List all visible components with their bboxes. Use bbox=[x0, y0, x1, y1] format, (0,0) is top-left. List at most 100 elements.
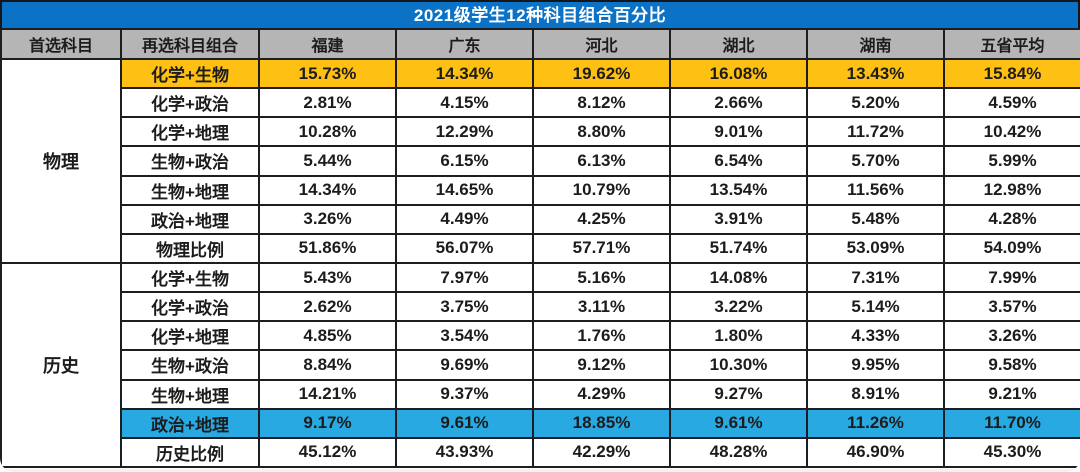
percentage-value-cell: 9.01% bbox=[669, 116, 808, 148]
percentage-value-cell: 3.26% bbox=[943, 320, 1080, 352]
header-first-subject: 首选科目 bbox=[0, 28, 122, 60]
percentage-value-cell: 11.70% bbox=[943, 407, 1080, 439]
percentage-value-cell: 48.28% bbox=[669, 436, 808, 469]
table-row: 化学+政治 2.81% 4.15% 8.12% 2.66% 5.20% 4.59% bbox=[1, 87, 1080, 119]
table-row: 生物+政治 5.44% 6.15% 6.13% 6.54% 5.70% 5.99% bbox=[1, 145, 1080, 177]
percentage-value-cell: 3.75% bbox=[395, 291, 534, 323]
header-row: 首选科目 再选科目组合 福建 广东 河北 湖北 湖南 五省平均 bbox=[0, 28, 1080, 60]
table-body: 物理 化学+生物 15.73% 14.34% 19.62% 16.08% 13.43% 15.… bbox=[0, 57, 1080, 469]
table-row: 生物+地理 14.21% 9.37% 4.29% 9.27% 8.91% 9.21% bbox=[1, 378, 1080, 410]
table-row: 化学+地理 4.85% 3.54% 1.76% 1.80% 4.33% 3.26% bbox=[1, 320, 1080, 352]
percentage-value-cell: 6.54% bbox=[669, 145, 808, 177]
table-row: 历史比例 45.12% 43.93% 42.29% 48.28% 46.90% 45.30% bbox=[1, 436, 1080, 469]
percentage-value-cell: 5.16% bbox=[532, 261, 671, 294]
combo-label-cell: 政治+地理 bbox=[120, 203, 260, 235]
table-row: 政治+地理 9.17% 9.61% 18.85% 9.61% 11.26% 11.70% bbox=[1, 407, 1080, 439]
percentage-value-cell: 15.84% bbox=[943, 57, 1080, 90]
percentage-value-cell: 9.37% bbox=[395, 378, 534, 410]
percentage-value-cell: 12.98% bbox=[943, 174, 1080, 206]
percentage-value-cell: 9.12% bbox=[532, 349, 671, 381]
subject-combination-table: 首选科目 再选科目组合 福建 广东 河北 湖北 湖南 五省平均 物理 化学+生物 1… bbox=[0, 28, 1080, 469]
percentage-value-cell: 2.66% bbox=[669, 87, 808, 119]
percentage-value-cell: 14.34% bbox=[258, 174, 397, 206]
percentage-value-cell: 11.72% bbox=[806, 116, 945, 148]
percentage-value-cell: 3.54% bbox=[395, 320, 534, 352]
table-row: 历史 化学+生物 5.43% 7.97% 5.16% 14.08% 7.31% 7.99% bbox=[0, 261, 1080, 469]
percentage-value-cell: 4.59% bbox=[943, 87, 1080, 119]
bottom-edge bbox=[0, 469, 1080, 472]
percentage-value-cell: 4.49% bbox=[395, 203, 534, 235]
percentage-value-cell: 45.30% bbox=[943, 436, 1080, 469]
percentage-value-cell: 5.70% bbox=[806, 145, 945, 177]
percentage-value-cell: 1.80% bbox=[669, 320, 808, 352]
percentage-value-cell: 42.29% bbox=[532, 436, 671, 469]
table-row: 化学+政治 2.62% 3.75% 3.11% 3.22% 5.14% 3.57% bbox=[1, 291, 1080, 323]
percentage-value-cell: 14.21% bbox=[258, 378, 397, 410]
first-subject-cell: 历史 bbox=[0, 261, 122, 469]
combo-label-cell: 历史比例 bbox=[120, 436, 260, 469]
percentage-value-cell: 11.56% bbox=[806, 174, 945, 206]
combo-label-cell: 化学+生物 bbox=[120, 57, 260, 90]
percentage-value-cell: 10.79% bbox=[532, 174, 671, 206]
title-bar: 2021级学生12种科目组合百分比 bbox=[0, 0, 1080, 28]
table-row: 生物+政治 8.84% 9.69% 9.12% 10.30% 9.95% 9.58% bbox=[1, 349, 1080, 381]
percentage-value-cell: 13.54% bbox=[669, 174, 808, 206]
percentage-value-cell: 46.90% bbox=[806, 436, 945, 469]
percentage-value-cell: 4.85% bbox=[258, 320, 397, 352]
percentage-value-cell: 43.93% bbox=[395, 436, 534, 469]
percentage-value-cell: 7.31% bbox=[806, 261, 945, 294]
combo-label-cell: 生物+政治 bbox=[120, 349, 260, 381]
combo-label-cell: 政治+地理 bbox=[120, 407, 260, 439]
percentage-value-cell: 56.07% bbox=[395, 232, 534, 264]
percentage-value-cell: 14.08% bbox=[669, 261, 808, 294]
percentage-value-cell: 5.14% bbox=[806, 291, 945, 323]
percentage-value-cell: 3.26% bbox=[258, 203, 397, 235]
percentage-value-cell: 3.57% bbox=[943, 291, 1080, 323]
percentage-value-cell: 57.71% bbox=[532, 232, 671, 264]
percentage-value-cell: 6.13% bbox=[532, 145, 671, 177]
percentage-value-cell: 51.74% bbox=[669, 232, 808, 264]
percentage-value-cell: 8.84% bbox=[258, 349, 397, 381]
percentage-value-cell: 9.27% bbox=[669, 378, 808, 410]
percentage-value-cell: 9.58% bbox=[943, 349, 1080, 381]
percentage-value-cell: 53.09% bbox=[806, 232, 945, 264]
percentage-value-cell: 13.43% bbox=[806, 57, 945, 90]
percentage-value-cell: 3.22% bbox=[669, 291, 808, 323]
percentage-value-cell: 9.95% bbox=[806, 349, 945, 381]
percentage-value-cell: 10.42% bbox=[943, 116, 1080, 148]
header-hunan: 湖南 bbox=[806, 28, 945, 60]
header-combo: 再选科目组合 bbox=[120, 28, 260, 60]
percentage-value-cell: 12.29% bbox=[395, 116, 534, 148]
percentage-value-cell: 8.80% bbox=[532, 116, 671, 148]
percentage-value-cell: 16.08% bbox=[669, 57, 808, 90]
page-title: 2021级学生12种科目组合百分比 bbox=[413, 5, 667, 25]
percentage-value-cell: 5.99% bbox=[943, 145, 1080, 177]
percentage-value-cell: 3.91% bbox=[669, 203, 808, 235]
percentage-value-cell: 9.61% bbox=[669, 407, 808, 439]
combo-label-cell: 化学+地理 bbox=[120, 320, 260, 352]
percentage-value-cell: 1.76% bbox=[532, 320, 671, 352]
percentage-value-cell: 4.15% bbox=[395, 87, 534, 119]
percentage-value-cell: 7.99% bbox=[943, 261, 1080, 294]
combo-label-cell: 生物+地理 bbox=[120, 174, 260, 206]
table-row: 物理 化学+生物 15.73% 14.34% 19.62% 16.08% 13.43% 15.… bbox=[0, 57, 1080, 264]
first-subject-cell: 物理 bbox=[0, 58, 122, 264]
percentage-value-cell: 15.73% bbox=[258, 57, 397, 90]
combo-label-cell: 生物+政治 bbox=[120, 145, 260, 177]
percentage-value-cell: 9.17% bbox=[258, 407, 397, 439]
percentage-value-cell: 2.81% bbox=[258, 87, 397, 119]
combo-label-cell: 物理比例 bbox=[120, 232, 260, 264]
percentage-value-cell: 4.33% bbox=[806, 320, 945, 352]
percentage-value-cell: 4.29% bbox=[532, 378, 671, 410]
table-row: 物理比例 51.86% 56.07% 57.71% 51.74% 53.09% 54.09% bbox=[1, 232, 1080, 264]
header-hubei: 湖北 bbox=[669, 28, 808, 60]
percentage-value-cell: 4.25% bbox=[532, 203, 671, 235]
percentage-value-cell: 9.69% bbox=[395, 349, 534, 381]
percentage-value-cell: 5.44% bbox=[258, 145, 397, 177]
header-hebei: 河北 bbox=[532, 28, 671, 60]
percentage-value-cell: 18.85% bbox=[532, 407, 671, 439]
combo-label-cell: 生物+地理 bbox=[120, 378, 260, 410]
percentage-value-cell: 6.15% bbox=[395, 145, 534, 177]
percentage-value-cell: 14.65% bbox=[395, 174, 534, 206]
